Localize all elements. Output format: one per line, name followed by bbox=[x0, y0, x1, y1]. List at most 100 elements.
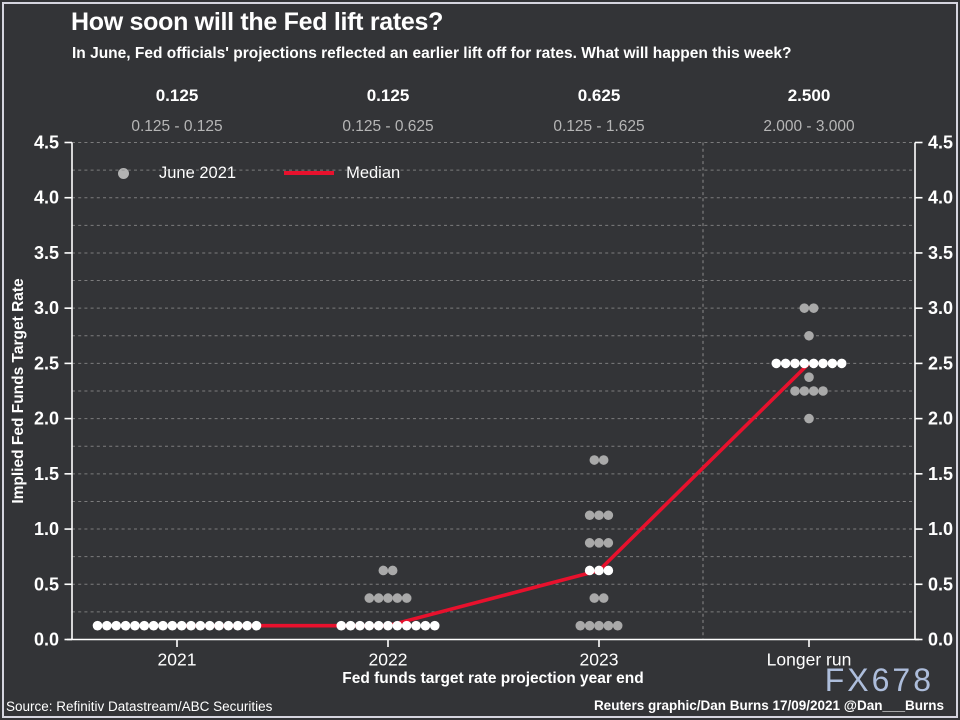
y-tick-label: 4.5 bbox=[34, 133, 59, 153]
projection-dot bbox=[378, 565, 389, 576]
projection-dot bbox=[598, 455, 609, 465]
projection-dot bbox=[373, 620, 384, 631]
y-axis-title: Implied Fed Funds Target Rate bbox=[10, 278, 27, 504]
projection-dot bbox=[594, 620, 604, 631]
y-tick-label: 0.0 bbox=[34, 630, 59, 650]
legend-median-line-icon bbox=[284, 171, 335, 175]
projection-dot bbox=[92, 620, 103, 631]
y-tick-label: 2.0 bbox=[928, 409, 953, 429]
projection-dot bbox=[799, 303, 810, 313]
projection-dot bbox=[771, 358, 782, 369]
projection-dot bbox=[158, 620, 168, 631]
y-tick-label: 4.5 bbox=[928, 133, 953, 153]
legend-dot-icon bbox=[118, 167, 129, 179]
projection-dot bbox=[102, 620, 112, 631]
projection-dot bbox=[401, 593, 412, 603]
y-tick-label: 0.5 bbox=[34, 574, 59, 594]
projection-dot bbox=[186, 620, 196, 631]
projection-dot bbox=[804, 413, 814, 424]
projection-dot bbox=[603, 538, 614, 548]
range-annotation-2022: 0.125 - 0.625 bbox=[342, 118, 434, 135]
projection-dot bbox=[392, 620, 403, 631]
projection-dot bbox=[130, 620, 140, 631]
projection-dot bbox=[603, 620, 614, 631]
projection-dot bbox=[584, 538, 595, 548]
y-tick-label: 3.0 bbox=[34, 298, 59, 318]
median-annotation-2023: 0.625 bbox=[577, 86, 621, 105]
projection-dot bbox=[827, 358, 838, 369]
credit-note: Reuters graphic/Dan Burns 17/09/2021 @Da… bbox=[593, 698, 944, 713]
y-tick-label: 1.0 bbox=[928, 519, 953, 539]
projection-dot bbox=[594, 510, 604, 521]
legend-dots-label: June 2021 bbox=[159, 163, 237, 182]
projection-dot bbox=[411, 620, 421, 631]
projection-dot bbox=[355, 620, 365, 631]
projection-dot bbox=[594, 565, 604, 576]
projection-dot bbox=[799, 386, 810, 396]
y-tick-label: 1.0 bbox=[34, 519, 59, 539]
x-tick-label: 2022 bbox=[369, 650, 408, 670]
projection-dot bbox=[598, 593, 609, 603]
projection-dot bbox=[804, 330, 814, 341]
x-tick-label: 2023 bbox=[580, 650, 619, 670]
legend: June 2021 Median bbox=[118, 160, 400, 186]
y-tick-label: 4.0 bbox=[928, 188, 953, 208]
x-tick-label: Longer run bbox=[767, 650, 852, 670]
projection-dot bbox=[242, 620, 252, 631]
projection-dot bbox=[603, 565, 614, 576]
y-tick-label: 0.5 bbox=[928, 574, 953, 594]
projection-dot bbox=[589, 593, 600, 603]
projection-dot bbox=[808, 386, 819, 396]
projection-dot bbox=[139, 620, 150, 631]
source-note: Source: Refinitiv Datastream/ABC Securit… bbox=[6, 699, 273, 714]
projection-dot bbox=[336, 620, 347, 631]
projection-dot bbox=[603, 510, 614, 521]
y-tick-label: 4.0 bbox=[34, 188, 59, 208]
projection-dot bbox=[804, 372, 814, 382]
y-tick-label: 2.5 bbox=[928, 353, 953, 373]
chart-subtitle: In June, Fed officials' projections refl… bbox=[72, 45, 792, 62]
projection-dot bbox=[780, 358, 791, 369]
projection-dot bbox=[392, 593, 403, 603]
y-tick-label: 0.0 bbox=[928, 630, 953, 650]
projection-dot bbox=[176, 620, 187, 631]
median-line bbox=[177, 362, 811, 628]
projection-dot bbox=[401, 620, 412, 631]
x-axis-title: Fed funds target rate projection year en… bbox=[342, 670, 644, 687]
watermark: FX678 bbox=[824, 662, 934, 698]
y-tick-label: 3.5 bbox=[34, 243, 59, 263]
projection-dot bbox=[383, 620, 393, 631]
projection-dot bbox=[251, 620, 262, 631]
projection-dot bbox=[818, 358, 828, 369]
projection-dot bbox=[429, 620, 440, 631]
projection-dot bbox=[808, 358, 819, 369]
projection-dot bbox=[808, 303, 819, 313]
projection-dot bbox=[818, 386, 828, 396]
projection-dot bbox=[584, 565, 595, 576]
x-tick-label: 2021 bbox=[158, 650, 197, 670]
projection-dot bbox=[167, 620, 178, 631]
projection-dot bbox=[214, 620, 224, 631]
range-annotation-longer-run: 2.000 - 3.000 bbox=[763, 118, 855, 135]
y-tick-label: 1.5 bbox=[34, 464, 59, 484]
projection-dot bbox=[204, 620, 215, 631]
range-annotation-2023: 0.125 - 1.625 bbox=[553, 118, 645, 135]
range-annotation-2021: 0.125 - 0.125 bbox=[131, 118, 223, 135]
projection-dot bbox=[232, 620, 243, 631]
y-tick-label: 3.0 bbox=[928, 298, 953, 318]
median-annotation-2022: 0.125 bbox=[366, 86, 410, 105]
projection-dot bbox=[594, 538, 604, 548]
median-annotation-longer-run: 2.500 bbox=[787, 86, 831, 105]
projection-dot bbox=[111, 620, 122, 631]
projection-dot bbox=[373, 593, 384, 603]
projection-dot bbox=[612, 620, 623, 631]
projection-dot bbox=[120, 620, 131, 631]
projection-dot bbox=[589, 455, 600, 465]
median-annotation-2021: 0.125 bbox=[155, 86, 199, 105]
y-tick-label: 1.5 bbox=[928, 464, 953, 484]
legend-median-label: Median bbox=[346, 163, 401, 182]
projection-dot bbox=[364, 620, 375, 631]
projection-dot bbox=[584, 620, 595, 631]
